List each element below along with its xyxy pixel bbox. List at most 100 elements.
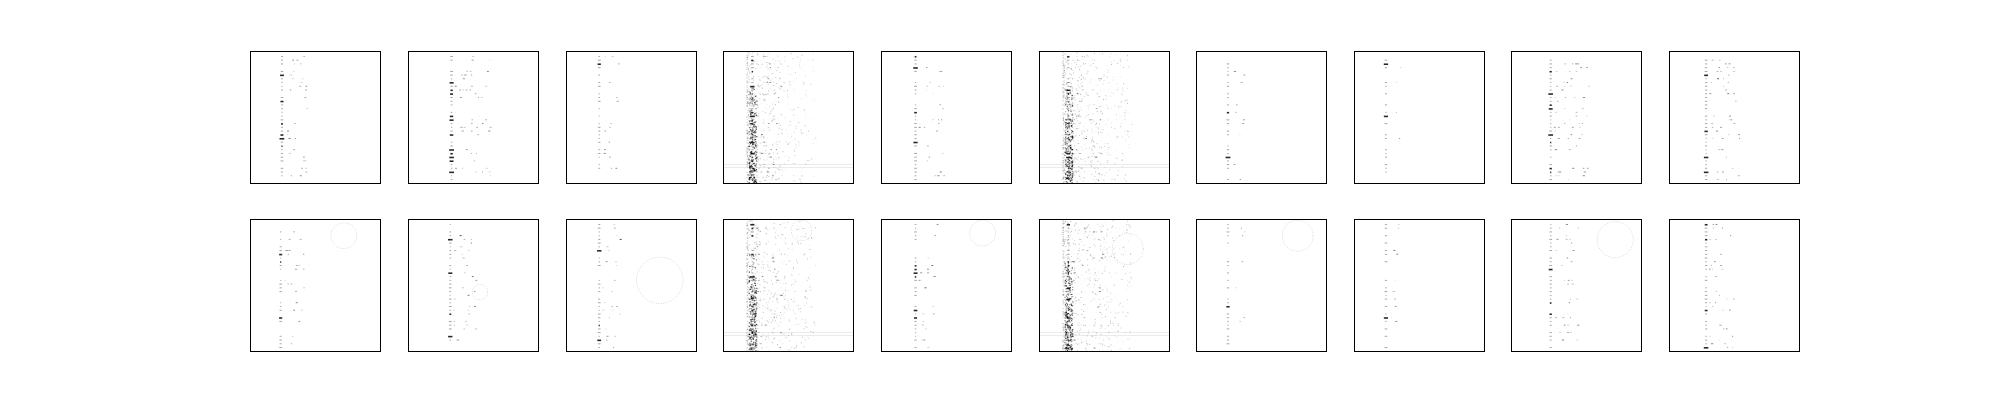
noise-speck [791, 275, 793, 277]
noise-speck [1073, 178, 1075, 180]
noise-speck [755, 243, 757, 245]
band-speck [749, 167, 751, 169]
noise-speck [1125, 315, 1127, 317]
band-speck [754, 344, 757, 346]
noise-speck [1104, 256, 1106, 258]
noise-speck [1084, 304, 1086, 306]
noise-speck [1091, 58, 1093, 60]
noise-speck [764, 309, 766, 311]
noise-speck [767, 137, 769, 139]
noise-speck [1074, 97, 1076, 99]
noise-speck [1063, 137, 1065, 139]
band-speck [755, 179, 757, 181]
side-mark [459, 89, 461, 91]
column-dot [1550, 126, 1552, 128]
band-speck [1065, 129, 1067, 131]
side-mark [925, 328, 927, 330]
noise-speck [763, 136, 765, 138]
noise-speck [797, 225, 799, 227]
column-dot [1384, 242, 1388, 244]
noise-speck [1093, 59, 1095, 61]
noise-speck [746, 232, 748, 234]
panel-image [1040, 52, 1169, 183]
column-dot [751, 324, 754, 327]
column-dot [751, 171, 754, 173]
noise-speck [747, 289, 749, 291]
band-speck [1065, 147, 1067, 150]
noise-speck [1104, 285, 1106, 287]
noise-speck [759, 79, 761, 81]
side-mark [1566, 257, 1568, 259]
noise-speck [1064, 238, 1066, 240]
noise-speck [805, 90, 807, 92]
side-mark [473, 305, 476, 307]
band-speck [749, 146, 752, 148]
noise-speck [1080, 66, 1082, 68]
noise-speck [1085, 340, 1087, 342]
side-mark [939, 104, 941, 106]
noise-speck [1065, 254, 1067, 256]
side-mark [1239, 134, 1241, 136]
band-speck [749, 327, 752, 330]
band-speck [756, 160, 758, 162]
noise-speck [1114, 317, 1116, 319]
noise-speck [1110, 107, 1112, 109]
noise-speck [1102, 343, 1104, 345]
noise-speck [746, 262, 748, 264]
band-speck [752, 98, 754, 100]
noise-speck [747, 287, 749, 289]
noise-speck [769, 113, 771, 115]
noise-speck [1075, 274, 1077, 276]
noise-speck [788, 328, 790, 330]
noise-speck [791, 248, 793, 250]
noise-speck [760, 134, 762, 136]
noise-speck [1076, 63, 1078, 65]
noise-speck [1062, 98, 1064, 100]
side-mark [1080, 167, 1083, 169]
side-mark [1719, 265, 1722, 266]
side-mark [924, 287, 926, 289]
column-dot [1385, 134, 1387, 136]
noise-speck [756, 155, 758, 157]
noise-speck [1096, 67, 1098, 69]
band-speck [753, 335, 755, 337]
side-mark [1101, 257, 1103, 259]
column-dot [1549, 291, 1552, 293]
column-dot [1548, 93, 1553, 95]
noise-speck [1094, 279, 1096, 281]
side-mark [288, 238, 291, 240]
noise-speck [1072, 132, 1074, 134]
noise-speck [1093, 120, 1095, 122]
column-dot [1549, 63, 1552, 65]
noise-speck [1077, 121, 1079, 123]
noise-speck [793, 267, 795, 269]
side-mark [611, 291, 613, 292]
noise-speck [1081, 98, 1083, 100]
column-dot [914, 130, 917, 132]
noise-speck [771, 342, 773, 344]
side-mark [1086, 250, 1089, 251]
noise-speck [755, 225, 757, 227]
noise-speck [1069, 73, 1071, 75]
noise-speck [1084, 243, 1086, 245]
band-speck [750, 330, 752, 332]
noise-speck [1086, 136, 1088, 137]
column-dot [1383, 317, 1388, 319]
noise-speck [749, 279, 751, 281]
noise-speck [1067, 98, 1069, 100]
noise-speck [763, 281, 765, 283]
band-speck [754, 112, 756, 115]
noise-speck [763, 137, 765, 139]
column-dot [915, 335, 917, 337]
noise-speck [1070, 173, 1072, 175]
band-speck [1065, 177, 1068, 179]
band-speck [753, 329, 755, 331]
noise-speck [798, 228, 800, 230]
band-speck [1069, 344, 1071, 346]
noise-speck [751, 349, 753, 351]
column-dot [1705, 305, 1707, 307]
column-dot [1550, 246, 1552, 248]
column-dot [751, 145, 754, 147]
noise-speck [1094, 146, 1096, 148]
side-mark [1564, 123, 1566, 124]
